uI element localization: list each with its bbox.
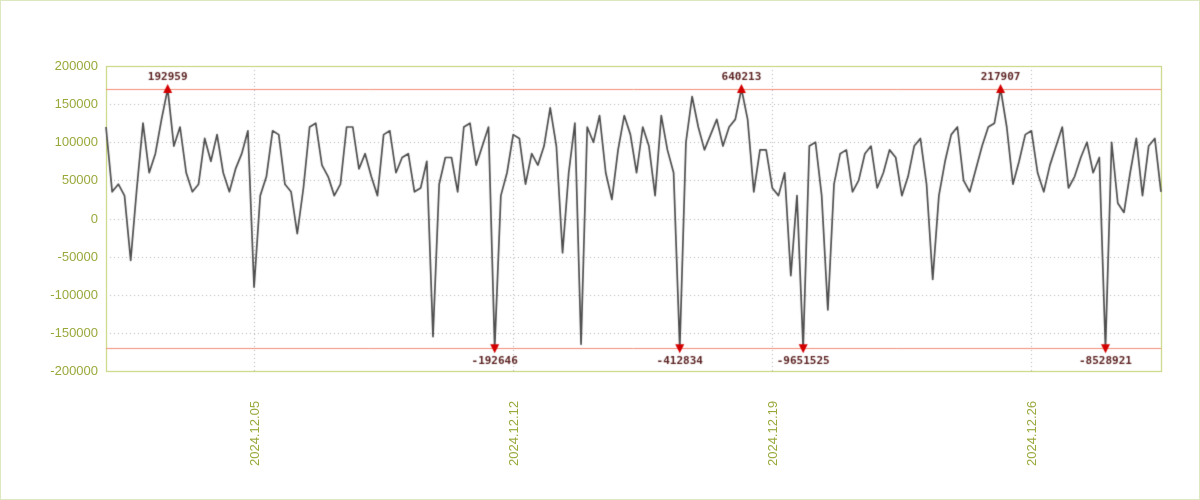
y-tick-label: 150000 (54, 96, 98, 112)
x-tick-label: 2024.12.19 (765, 400, 781, 466)
y-tick-label: -150000 (50, 324, 98, 340)
y-tick-label: -50000 (57, 248, 98, 264)
y-tick-label: 0 (90, 210, 98, 226)
y-tick-label: 100000 (54, 134, 98, 150)
y-tick-label: 50000 (61, 172, 98, 188)
y-tick-label: 200000 (54, 58, 98, 73)
x-tick-label: 2024.12.12 (506, 400, 522, 466)
y-tick-label: -200000 (50, 363, 98, 378)
x-tick-label: 2024.12.05 (247, 400, 263, 466)
x-tick-label: 2024.12.26 (1024, 400, 1040, 466)
y-tick-label: -100000 (50, 286, 98, 302)
